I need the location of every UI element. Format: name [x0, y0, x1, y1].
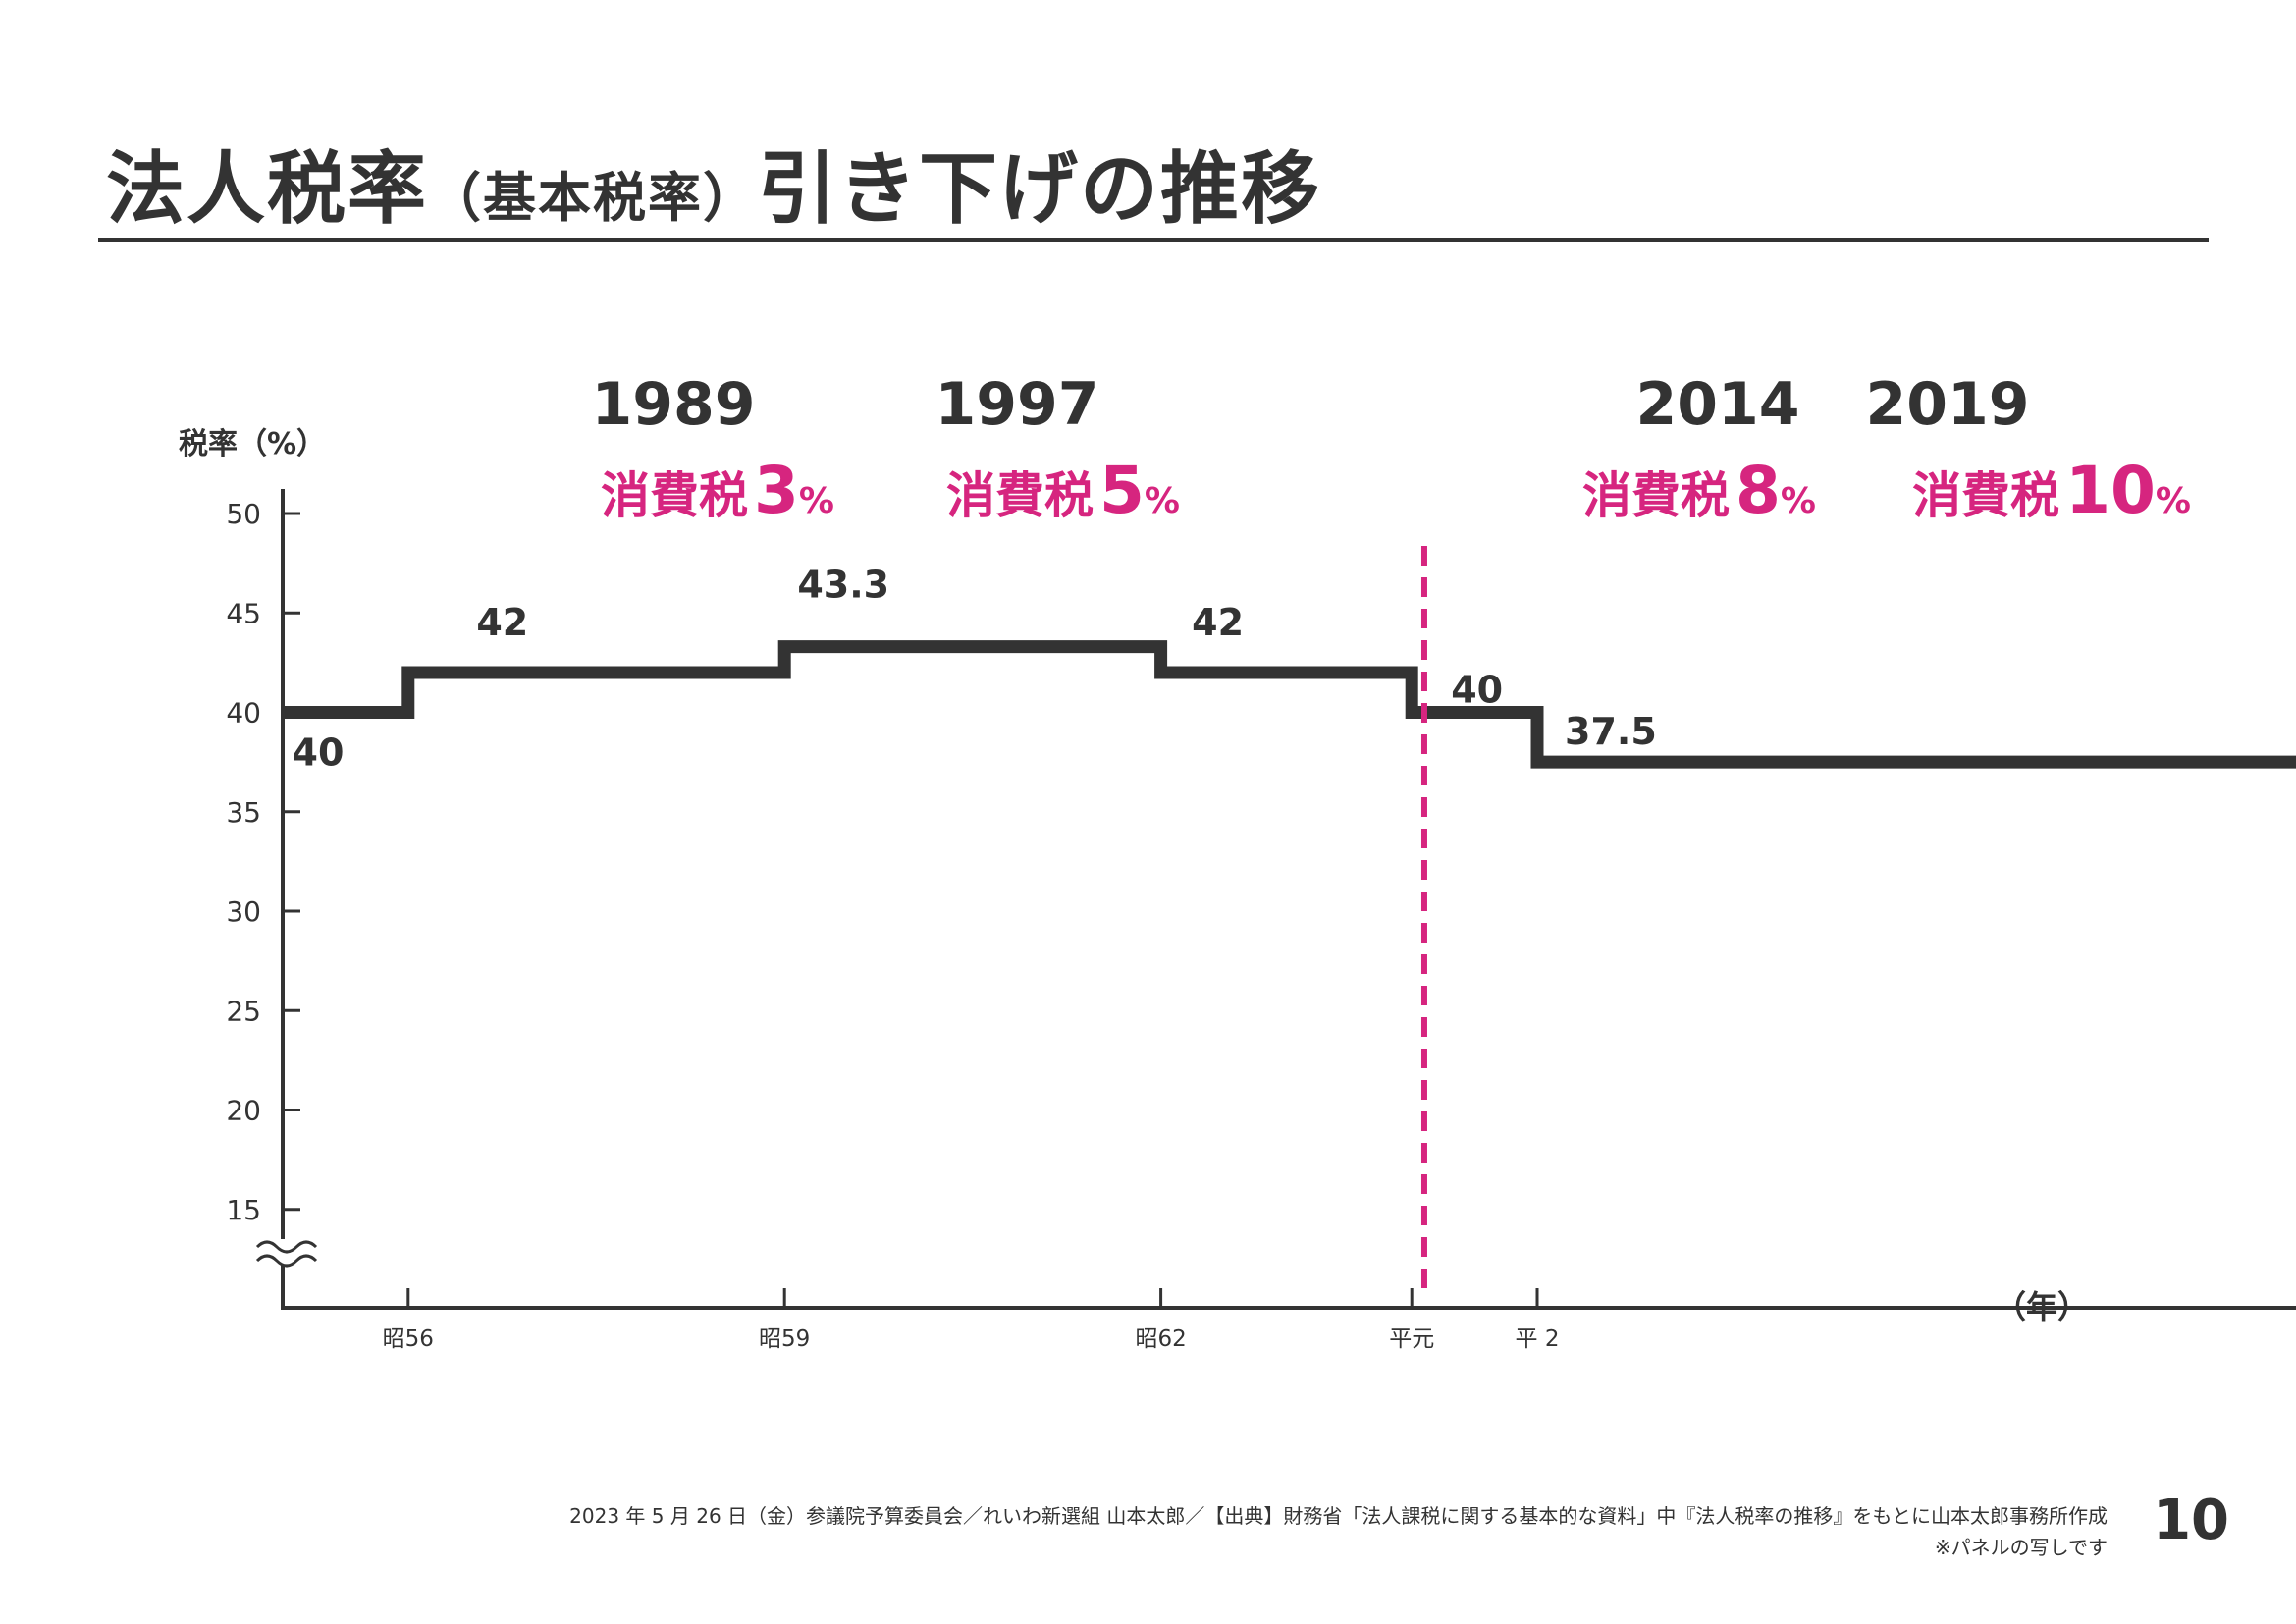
x-axis-title: （年）: [1995, 1288, 2089, 1326]
consumption-tax-unit: %: [1145, 481, 1180, 521]
data-label: 42: [476, 601, 528, 644]
data-label: 37.5: [1565, 710, 1657, 753]
consumption-tax-text: 消費税: [1582, 467, 1730, 524]
y-tick-label: 25: [226, 995, 261, 1027]
x-tick-label: 平元: [1389, 1326, 1434, 1352]
data-label: 40: [293, 731, 345, 775]
page-number: 10: [2153, 1489, 2229, 1552]
consumption-tax-text: 消費税: [1912, 467, 2059, 524]
footer-note: ※パネルの写しです: [1934, 1536, 2108, 1559]
consumption-tax-rate: 10: [2065, 453, 2156, 528]
x-tick-label: 昭62: [1135, 1326, 1186, 1352]
consumption-tax-label: 消費税5%: [946, 453, 1180, 528]
y-tick-label: 15: [226, 1194, 261, 1226]
consumption-tax-label: 消費税8%: [1582, 453, 1816, 528]
consumption-tax-unit: %: [799, 481, 834, 521]
y-tick-label: 20: [226, 1095, 261, 1127]
y-tick-label: 50: [226, 498, 261, 530]
data-label: 43.3: [797, 564, 889, 607]
page-title: 法人税率（基本税率）引き下げの推移: [106, 126, 1321, 240]
consumption-tax-label: 消費税10%: [1912, 453, 2191, 528]
x-tick-label: 昭56: [383, 1326, 434, 1352]
annotation-year: 1997: [935, 370, 1099, 439]
annotation-year: 1989: [592, 370, 756, 439]
consumption-tax-label: 消費税3%: [601, 453, 834, 528]
y-tick-label: 45: [226, 597, 261, 629]
consumption-tax-unit: %: [2156, 481, 2191, 521]
x-tick-label: 昭59: [759, 1326, 810, 1352]
y-tick-label: 40: [226, 697, 261, 730]
x-tick-label: 平 2: [1516, 1326, 1560, 1352]
consumption-tax-unit: %: [1781, 481, 1816, 521]
consumption-tax-rate: 8: [1735, 453, 1781, 528]
consumption-tax-rate: 5: [1099, 453, 1145, 528]
consumption-tax-text: 消費税: [601, 467, 748, 524]
y-tick-label: 35: [226, 796, 261, 829]
y-tick-label: 30: [226, 895, 261, 928]
axis-break-mark: [255, 1254, 318, 1268]
title-main: 法人税率: [106, 143, 428, 235]
title-paren: （基本税率）: [428, 167, 758, 229]
axis-break-mark: [255, 1240, 318, 1254]
title-rest: 引き下げの推移: [758, 143, 1321, 235]
data-label: 42: [1192, 601, 1244, 644]
annotation-year: 2019: [1866, 370, 2030, 439]
consumption-tax-text: 消費税: [946, 467, 1094, 524]
consumption-tax-rate: 3: [754, 453, 799, 528]
data-label: 40: [1451, 669, 1503, 712]
annotation-year: 2014: [1636, 370, 1800, 439]
tax-rate-step-line: [283, 640, 2296, 769]
y-axis-title: 税率（%）: [179, 427, 326, 461]
footer-source: 2023 年 5 月 26 日（金）参議院予算委員会／れいわ新選組 山本太郎／【…: [569, 1504, 2108, 1528]
title-rule: [98, 238, 2209, 242]
